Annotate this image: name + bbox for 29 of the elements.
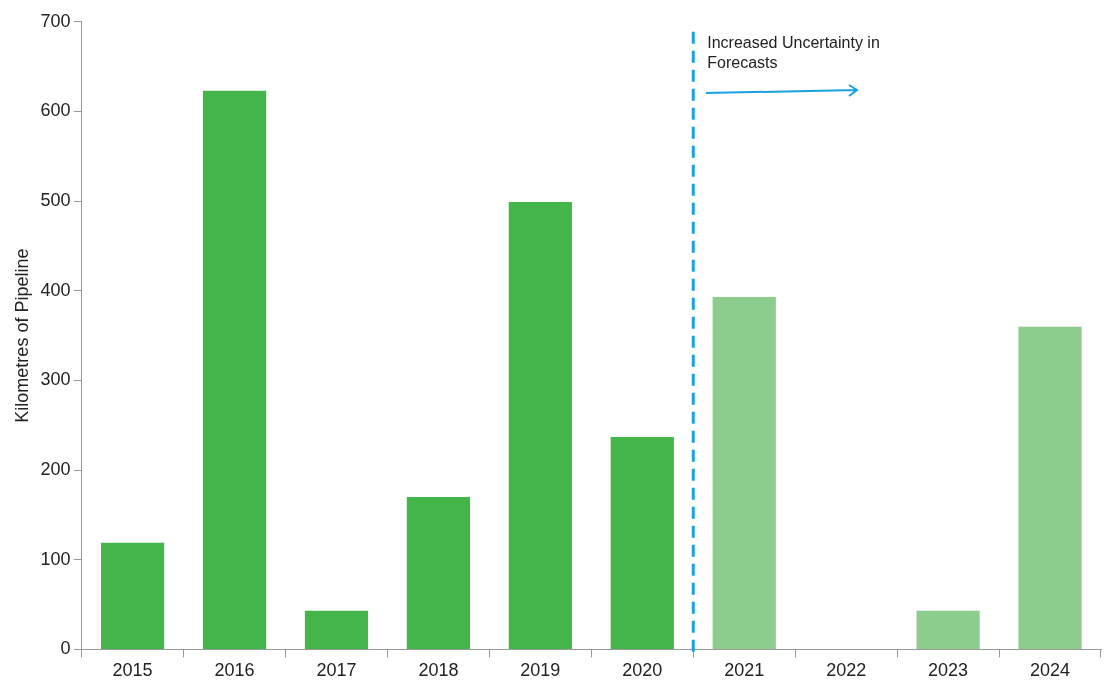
x-tick-label: 2018 xyxy=(418,660,459,681)
x-tick-label: 2017 xyxy=(316,660,357,681)
x-tick-label: 2022 xyxy=(826,660,867,681)
x-tick-label: 2023 xyxy=(928,660,969,681)
y-tick-label: 600 xyxy=(40,100,71,121)
bar xyxy=(712,297,776,649)
x-tick-label: 2024 xyxy=(1030,660,1071,681)
y-tick-label: 200 xyxy=(40,459,71,480)
bar xyxy=(610,436,674,649)
y-tick-label: 700 xyxy=(40,10,71,31)
bar xyxy=(916,610,980,649)
x-tick-label: 2016 xyxy=(214,660,255,681)
y-tick-label: 300 xyxy=(40,369,71,390)
y-tick-label: 0 xyxy=(60,638,71,659)
x-tick-label: 2021 xyxy=(724,660,765,681)
bar xyxy=(304,610,369,649)
bar xyxy=(1018,326,1082,649)
y-tick-label: 400 xyxy=(40,279,71,300)
x-tick-label: 2020 xyxy=(622,660,663,681)
x-tick-label: 2015 xyxy=(112,660,153,681)
bar xyxy=(508,202,572,649)
bar xyxy=(202,90,267,649)
y-axis-title: Kilometres of Pipeline xyxy=(11,248,32,423)
y-tick-label: 100 xyxy=(40,548,71,569)
x-tick-label: 2019 xyxy=(520,660,561,681)
ref-line-label: Increased Uncertainty in Forecasts xyxy=(707,34,880,72)
y-tick-label: 500 xyxy=(40,190,71,211)
bar xyxy=(101,542,165,649)
bar xyxy=(406,496,471,649)
